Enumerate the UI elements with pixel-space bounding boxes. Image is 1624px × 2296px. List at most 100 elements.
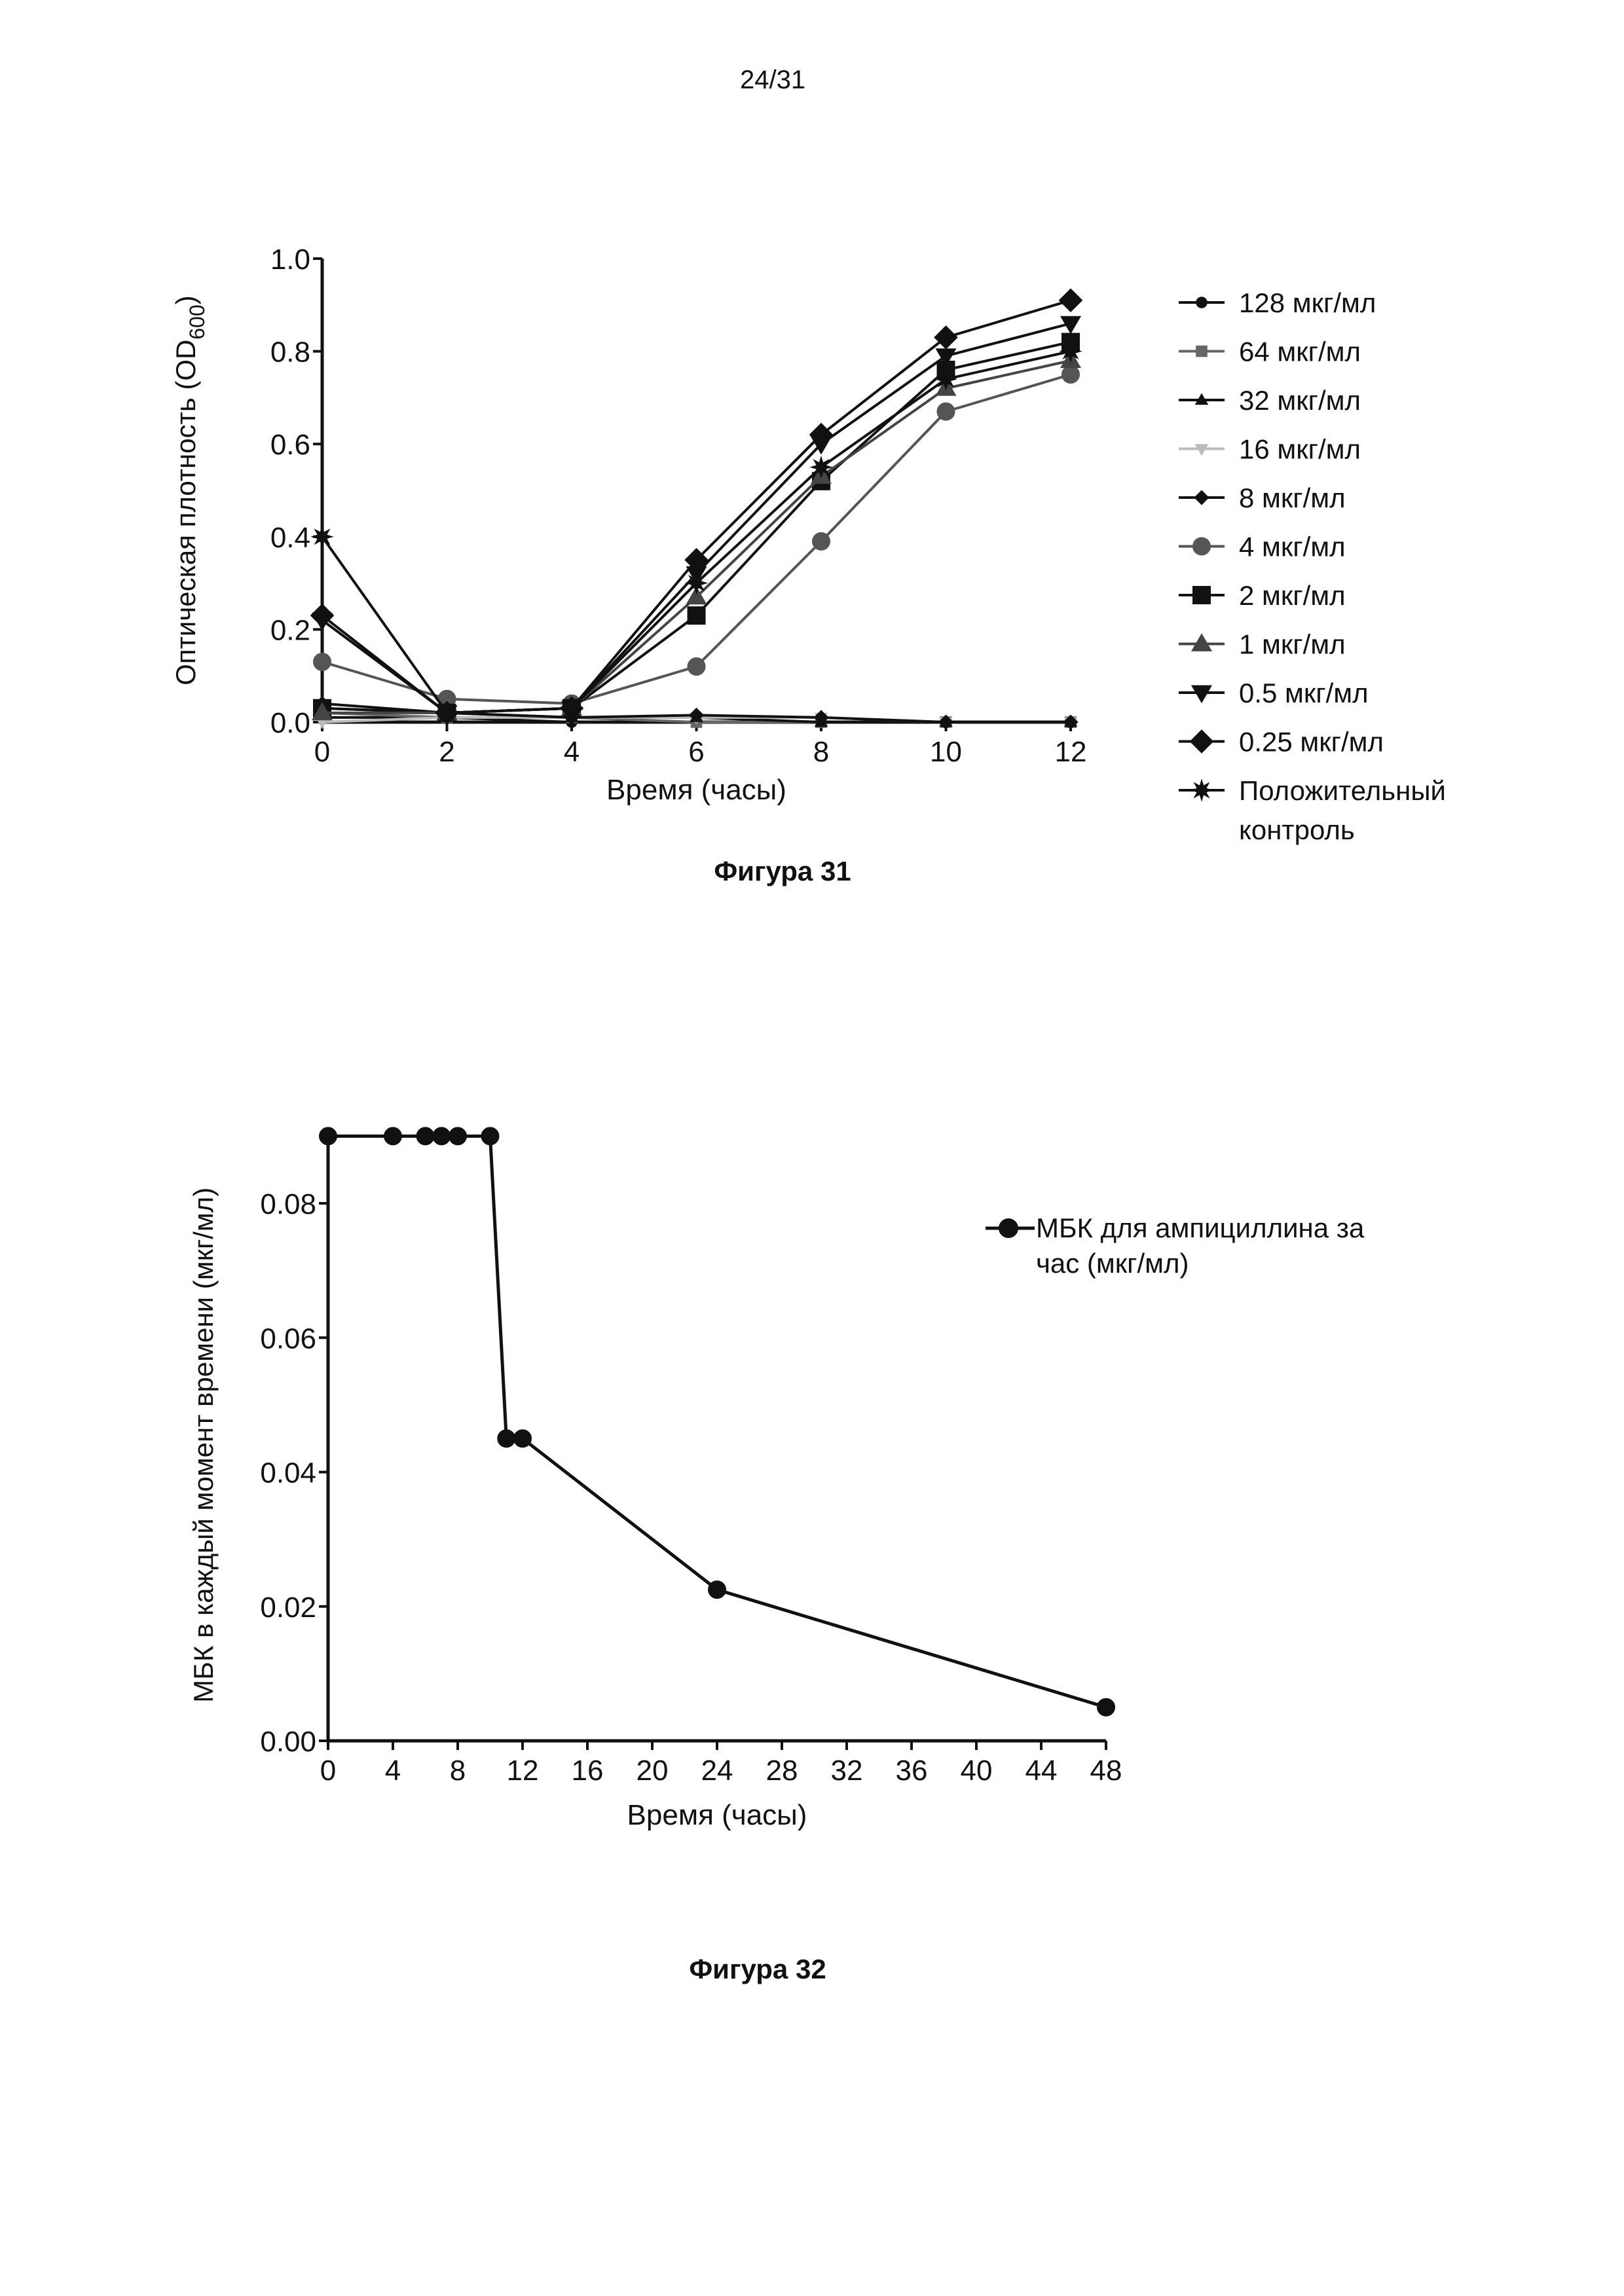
legend-item: [1179, 445, 1225, 454]
data-point: [709, 1581, 726, 1598]
legend-item: [1179, 686, 1225, 702]
data-point: [1098, 1699, 1115, 1716]
series-line: [322, 374, 1071, 704]
legend-item: [1179, 634, 1225, 651]
data-point: [813, 533, 830, 550]
data-point: [1061, 342, 1080, 361]
series-line: [322, 342, 1071, 712]
x-tick-label: 20: [637, 1755, 669, 1787]
x-tick-label: 6: [688, 736, 704, 768]
legend-label: Положительный: [1239, 775, 1446, 806]
legend-marker: [1193, 587, 1210, 604]
data-point: [449, 1127, 466, 1144]
legend-marker: [1193, 538, 1210, 555]
data-point: [812, 458, 831, 477]
legend-marker: [1190, 731, 1213, 753]
data-point: [482, 1127, 499, 1144]
data-point: [935, 326, 957, 348]
y-tick-label: 0.04: [260, 1457, 316, 1489]
data-point: [514, 1430, 531, 1447]
y-tick-label: 0.08: [260, 1188, 316, 1220]
data-point: [313, 528, 332, 547]
legend-label: 0.5 мкг/мл: [1239, 678, 1369, 708]
x-tick-label: 2: [439, 736, 454, 768]
legend-item: [1179, 297, 1225, 308]
x-axis-label: Время (часы): [627, 1799, 807, 1831]
data-point: [433, 1127, 450, 1144]
x-tick-label: 0: [314, 736, 330, 768]
legend-item: [986, 1219, 1035, 1237]
legend-label: 0.25 мкг/мл: [1239, 727, 1384, 757]
data-point: [1060, 289, 1082, 312]
y-tick-label: 1.0: [270, 244, 310, 276]
x-tick-label: 40: [961, 1755, 993, 1787]
y-tick-label: 0.02: [260, 1592, 316, 1624]
legend-label: 128 мкг/мл: [1239, 287, 1376, 318]
legend-marker: [1196, 346, 1207, 357]
x-tick-label: 0: [320, 1755, 336, 1787]
y-tick-label: 0.0: [270, 707, 310, 739]
legend-label: 32 мкг/мл: [1239, 385, 1361, 416]
x-tick-label: 16: [572, 1755, 604, 1787]
legend-label: 8 мкг/мл: [1239, 483, 1346, 513]
y-axis-label: МБК в каждый момент времени (мкг/мл): [188, 1188, 219, 1703]
x-tick-label: 48: [1090, 1755, 1122, 1787]
data-point: [320, 1127, 337, 1144]
series-line: [322, 301, 1071, 713]
x-tick-label: 8: [450, 1755, 466, 1787]
series-line: [328, 1136, 1106, 1707]
y-tick-label: 0.2: [270, 614, 310, 646]
x-tick-label: 36: [896, 1755, 928, 1787]
legend-label: МБК для ампициллина за: [1036, 1212, 1365, 1243]
legend-item: [1179, 781, 1225, 800]
legend-marker: [1196, 297, 1207, 308]
data-point: [384, 1127, 401, 1144]
x-tick-label: 4: [564, 736, 580, 768]
legend-item: [1179, 346, 1225, 357]
legend-label: 4 мкг/мл: [1239, 532, 1346, 562]
legend-item: [1179, 394, 1225, 404]
legend-item: [1179, 731, 1225, 753]
legend-label: 1 мкг/мл: [1239, 629, 1346, 660]
legend-label: контроль: [1239, 814, 1355, 845]
legend-item: [1179, 587, 1225, 604]
series-line: [322, 323, 1071, 713]
figure-caption: Фигура 31: [714, 856, 851, 886]
y-tick-label: 0.8: [270, 337, 310, 369]
y-axis-label: Оптическая плотность (OD600): [170, 295, 209, 685]
data-point: [687, 574, 706, 592]
data-point: [688, 607, 705, 624]
x-tick-label: 44: [1025, 1755, 1058, 1787]
x-tick-label: 10: [930, 736, 962, 768]
y-tick-label: 0.6: [270, 429, 310, 461]
data-point: [688, 658, 705, 675]
data-point: [936, 370, 955, 389]
figure-caption: Фигура 32: [689, 1954, 826, 1984]
data-point: [938, 403, 955, 420]
legend-marker: [1192, 781, 1211, 800]
data-point: [417, 1127, 434, 1144]
x-tick-label: 12: [1055, 736, 1087, 768]
x-axis-label: Время (часы): [606, 774, 786, 806]
data-point: [1062, 366, 1079, 383]
data-point: [498, 1430, 515, 1447]
x-tick-label: 32: [831, 1755, 863, 1787]
x-tick-label: 12: [507, 1755, 539, 1787]
legend-label: 2 мкг/мл: [1239, 580, 1346, 611]
data-point: [563, 699, 581, 718]
legend-item: [1179, 538, 1225, 555]
legend-marker: [999, 1219, 1018, 1237]
x-tick-label: 28: [766, 1755, 798, 1787]
x-tick-label: 4: [385, 1755, 401, 1787]
y-tick-label: 0.00: [260, 1726, 316, 1758]
legend-marker: [1195, 491, 1208, 504]
x-tick-label: 24: [701, 1755, 733, 1787]
legend-item: [1179, 491, 1225, 504]
y-tick-label: 0.4: [270, 522, 310, 554]
x-tick-label: 8: [813, 736, 829, 768]
legend-label: 64 мкг/мл: [1239, 337, 1361, 367]
legend-label: 16 мкг/мл: [1239, 434, 1361, 465]
data-point: [437, 704, 456, 723]
data-point: [311, 604, 333, 627]
